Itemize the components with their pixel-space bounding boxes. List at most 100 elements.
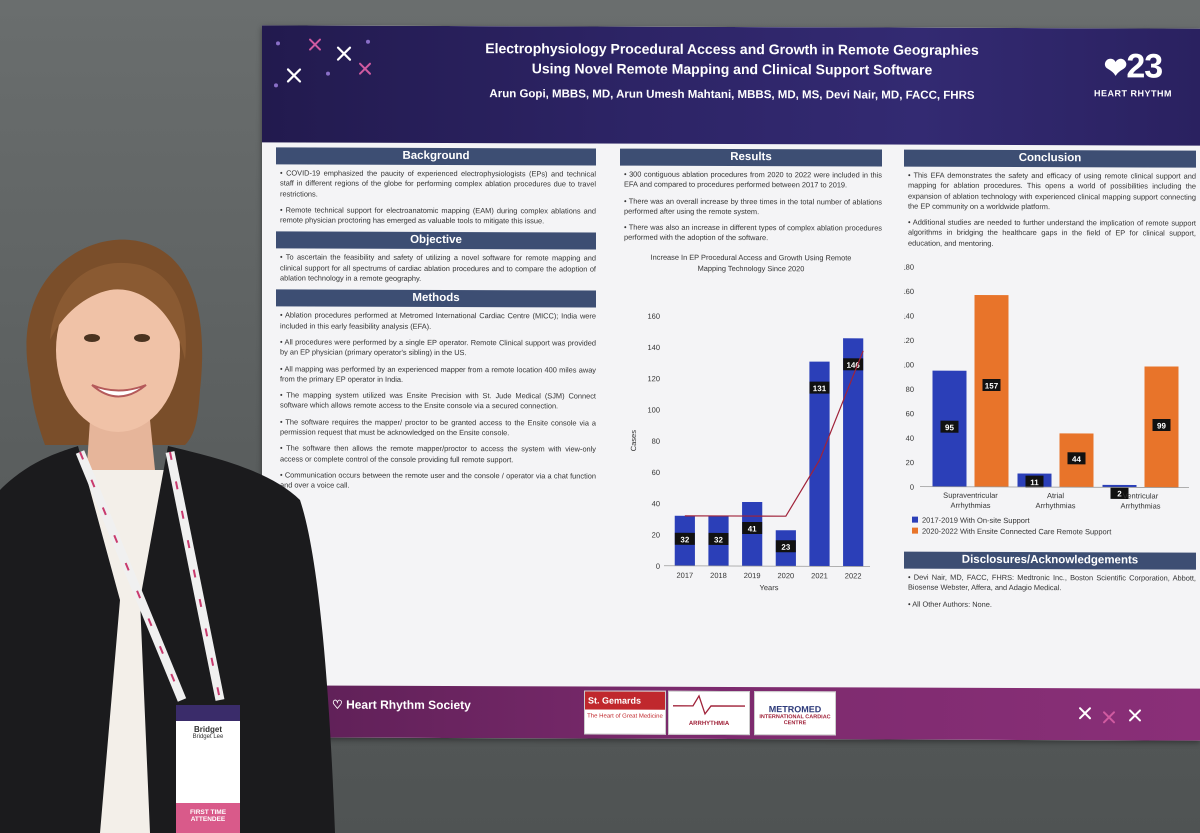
badge-name: Bridget (194, 725, 222, 734)
conclusion-paragraph-1: • This EFA demonstrates the safety and e… (908, 170, 1196, 212)
chart2-category-label: Ventricular (1123, 491, 1159, 500)
chart2-data-label-bg (1067, 452, 1086, 465)
society-name: Heart Rhythm Society (346, 697, 471, 713)
chart1-data-label: 23 (781, 542, 790, 551)
badge-subname: Bridget Lee (192, 734, 224, 740)
chart1-bar (843, 338, 864, 567)
chart2-data-label: 157 (985, 382, 999, 391)
chart2-data-label: 44 (1072, 455, 1081, 464)
logo1-sub: The Heart of Great Medicine (587, 713, 663, 720)
chart1-xtick-label: 2020 (777, 571, 794, 580)
conclusion-heading: Conclusion (904, 149, 1196, 168)
chart2-legend-label: 2017-2019 With On-site Support (922, 516, 1030, 525)
chart2-ytick-label: 180 (904, 263, 914, 272)
poster-title: Electrophysiology Procedural Access and … (422, 38, 1042, 80)
results-paragraph-1: • 300 contiguous ablation procedures fro… (624, 169, 882, 190)
first-time-attendee-ribbon: FIRST TIME ATTENDEE (176, 803, 240, 833)
chart1-xtick-label: 2018 (710, 571, 727, 580)
poster-authors: Arun Gopi, MBBS, MD, Arun Umesh Mahtani,… (489, 88, 975, 102)
chart1-bar (742, 501, 763, 566)
chart1-x-axis (664, 565, 870, 567)
disclosures-paragraph-2: • All Other Authors: None. (908, 599, 992, 609)
chart2-ytick-label: 60 (906, 409, 914, 418)
disclosures-heading: Disclosures/Acknowledgements (904, 551, 1196, 570)
chart1-ytick-label: 80 (652, 437, 660, 446)
chart2-legend-swatch (912, 516, 918, 523)
column-right: Conclusion • This EFA demonstrates the s… (901, 149, 1196, 617)
heart-rhythm-society-logo: ♡ Heart Rhythm Society (332, 698, 471, 712)
logo2-text: ARRHYTHMIA (688, 720, 730, 727)
results-paragraph-2: • There was an overall increase by three… (624, 196, 882, 216)
chart2-ytick-label: 120 (904, 336, 914, 345)
st-gemards-logo: St. Gemards The Heart of Great Medicine (584, 690, 666, 735)
background-paragraph-1: • COVID-19 emphasized the paucity of exp… (280, 168, 596, 199)
chart2-ytick-label: 100 (904, 360, 914, 369)
chart-arrhythmia-types: 0 20 40 60 80 100 120 140 160 180 95 157 Supraventri… (901, 263, 1189, 537)
chart2-category-label: Supraventricular (943, 491, 998, 500)
poster-banner: Electrophysiology Procedural Access and … (262, 25, 1200, 146)
chart1-xtick-label: 2021 (811, 571, 828, 580)
logo-text: HEART RHYTHM (1094, 88, 1172, 99)
column-middle: Results • 300 contiguous ablation proced… (620, 148, 882, 610)
chart1-ytick-label: 40 (652, 499, 660, 508)
chart1-data-label: 32 (680, 535, 689, 544)
decorative-dots-icon (274, 38, 371, 88)
chart1-data-label: 41 (748, 524, 757, 533)
chart1-bar (809, 361, 830, 567)
logo3-sub: INTERNATIONAL CARDIAC CENTRE (759, 714, 831, 727)
metromed-logo: METROMED INTERNATIONAL CARDIAC CENTRE (754, 691, 836, 736)
chart1-xtick-label: 2022 (845, 571, 862, 580)
chart1-ytick-label: 160 (647, 311, 660, 320)
chart1-data-label-bg (775, 539, 796, 553)
chart2-data-label-bg (1025, 475, 1044, 488)
chart-cases-by-year: 0 20 40 60 80 100 120 140 160 Cases 32 2017 32 2018 41… (629, 311, 870, 592)
chart1-data-label: 32 (714, 535, 723, 544)
chart1-ytick-label: 120 (647, 374, 660, 383)
arrhythmia-logo: ARRHYTHMIA (668, 690, 750, 736)
chart2-ytick-label: 20 (906, 458, 914, 467)
chart1-data-label: 146 (846, 361, 860, 370)
chart1-title: Increase In EP Procedural Access and Gro… (650, 252, 852, 274)
chart2-data-label: 95 (945, 423, 954, 432)
badge-header (176, 705, 240, 721)
chart2-bar (1102, 484, 1137, 488)
chart2-data-label-bg (940, 420, 959, 433)
poster-footer: ♡ Heart Rhythm Society St. Gemards The H… (262, 685, 1200, 741)
chart1-xlabel: Years (760, 583, 779, 592)
chart2-legend-swatch (912, 527, 918, 534)
logo-number: ❤23 (1103, 47, 1163, 86)
results-paragraph-3: • There was also an increase in differen… (624, 222, 882, 243)
chart1-ytick-label: 20 (652, 530, 660, 539)
chart1-trendline (684, 350, 864, 517)
chart1-data-label-bg (742, 521, 763, 534)
heart-rhythm-2023-logo: ❤23 HEART RHYTHM (1088, 46, 1178, 98)
chart1-ylabel: Cases (629, 430, 638, 452)
chart2-ytick-label: 0 (910, 483, 914, 492)
chart1-ytick-label: 60 (652, 468, 660, 477)
chart1-data-label-bg (843, 358, 864, 371)
chart2-ytick-label: 160 (904, 287, 914, 296)
chart1-data-label-bg (674, 532, 695, 545)
chart2-data-label-bg (1110, 486, 1129, 500)
chart2-x-axis (920, 486, 1189, 489)
chart1-ytick-label: 140 (647, 343, 660, 352)
chart2-legend-label: 2020-2022 With Ensite Connected Care Rem… (922, 527, 1112, 537)
chart2-category-label: Atrial (1047, 491, 1064, 500)
chart2-category-label: Arrhythmias (950, 501, 990, 510)
chart2-category-label: Arrhythmias (1035, 501, 1075, 510)
title-line-1: Electrophysiology Procedural Access and … (485, 40, 979, 58)
disclosures-paragraph-1: • Devi Nair, MD, FACC, FHRS: Medtronic I… (908, 572, 1196, 593)
ecg-icon (673, 694, 745, 716)
chart2-data-label: 11 (1030, 478, 1039, 487)
conclusion-paragraph-2: • Additional studies are needed to furth… (908, 217, 1196, 248)
logo1-top: St. Gemards (585, 691, 665, 710)
chart1-data-label: 131 (813, 384, 827, 393)
chart1-ytick-label: 0 (656, 562, 660, 571)
logo3-top: METROMED (768, 704, 822, 715)
chart2-data-label-bg (982, 379, 1001, 392)
chart2-data-label: 2 (1117, 489, 1122, 498)
chart1-xtick-label: 2019 (744, 571, 761, 580)
chart2-data-label-bg (1152, 419, 1171, 432)
decorative-crosses-icon (1079, 707, 1141, 724)
attendee-badge: Bridget Bridget Lee FIRST TIME ATTENDEE (176, 705, 240, 833)
